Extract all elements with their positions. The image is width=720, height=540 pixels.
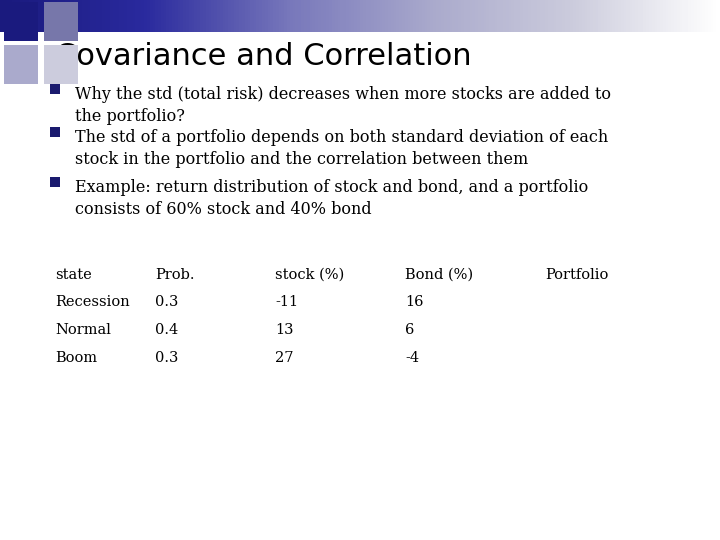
Text: stock (%): stock (%) — [275, 268, 344, 282]
Text: Bond (%): Bond (%) — [405, 268, 473, 282]
Text: 27: 27 — [275, 351, 294, 365]
FancyBboxPatch shape — [50, 84, 60, 94]
Text: 6: 6 — [405, 323, 415, 337]
FancyBboxPatch shape — [50, 177, 60, 187]
Text: Covariance and Correlation: Covariance and Correlation — [55, 42, 472, 71]
Text: Why the std (total risk) decreases when more stocks are added to
the portfolio?: Why the std (total risk) decreases when … — [75, 86, 611, 125]
Text: -4: -4 — [405, 351, 419, 365]
Text: -11: -11 — [275, 295, 298, 309]
Text: state: state — [55, 268, 91, 282]
Text: Recession: Recession — [55, 295, 130, 309]
Text: Portfolio: Portfolio — [545, 268, 608, 282]
Text: Boom: Boom — [55, 351, 97, 365]
Text: 0.3: 0.3 — [155, 295, 179, 309]
Text: 0.3: 0.3 — [155, 351, 179, 365]
Text: 16: 16 — [405, 295, 423, 309]
Text: 13: 13 — [275, 323, 294, 337]
Text: Normal: Normal — [55, 323, 111, 337]
Text: The std of a portfolio depends on both standard deviation of each
stock in the p: The std of a portfolio depends on both s… — [75, 129, 608, 167]
Text: 0.4: 0.4 — [155, 323, 179, 337]
Text: Prob.: Prob. — [155, 268, 194, 282]
FancyBboxPatch shape — [50, 127, 60, 137]
Text: Example: return distribution of stock and bond, and a portfolio
consists of 60% : Example: return distribution of stock an… — [75, 179, 588, 218]
